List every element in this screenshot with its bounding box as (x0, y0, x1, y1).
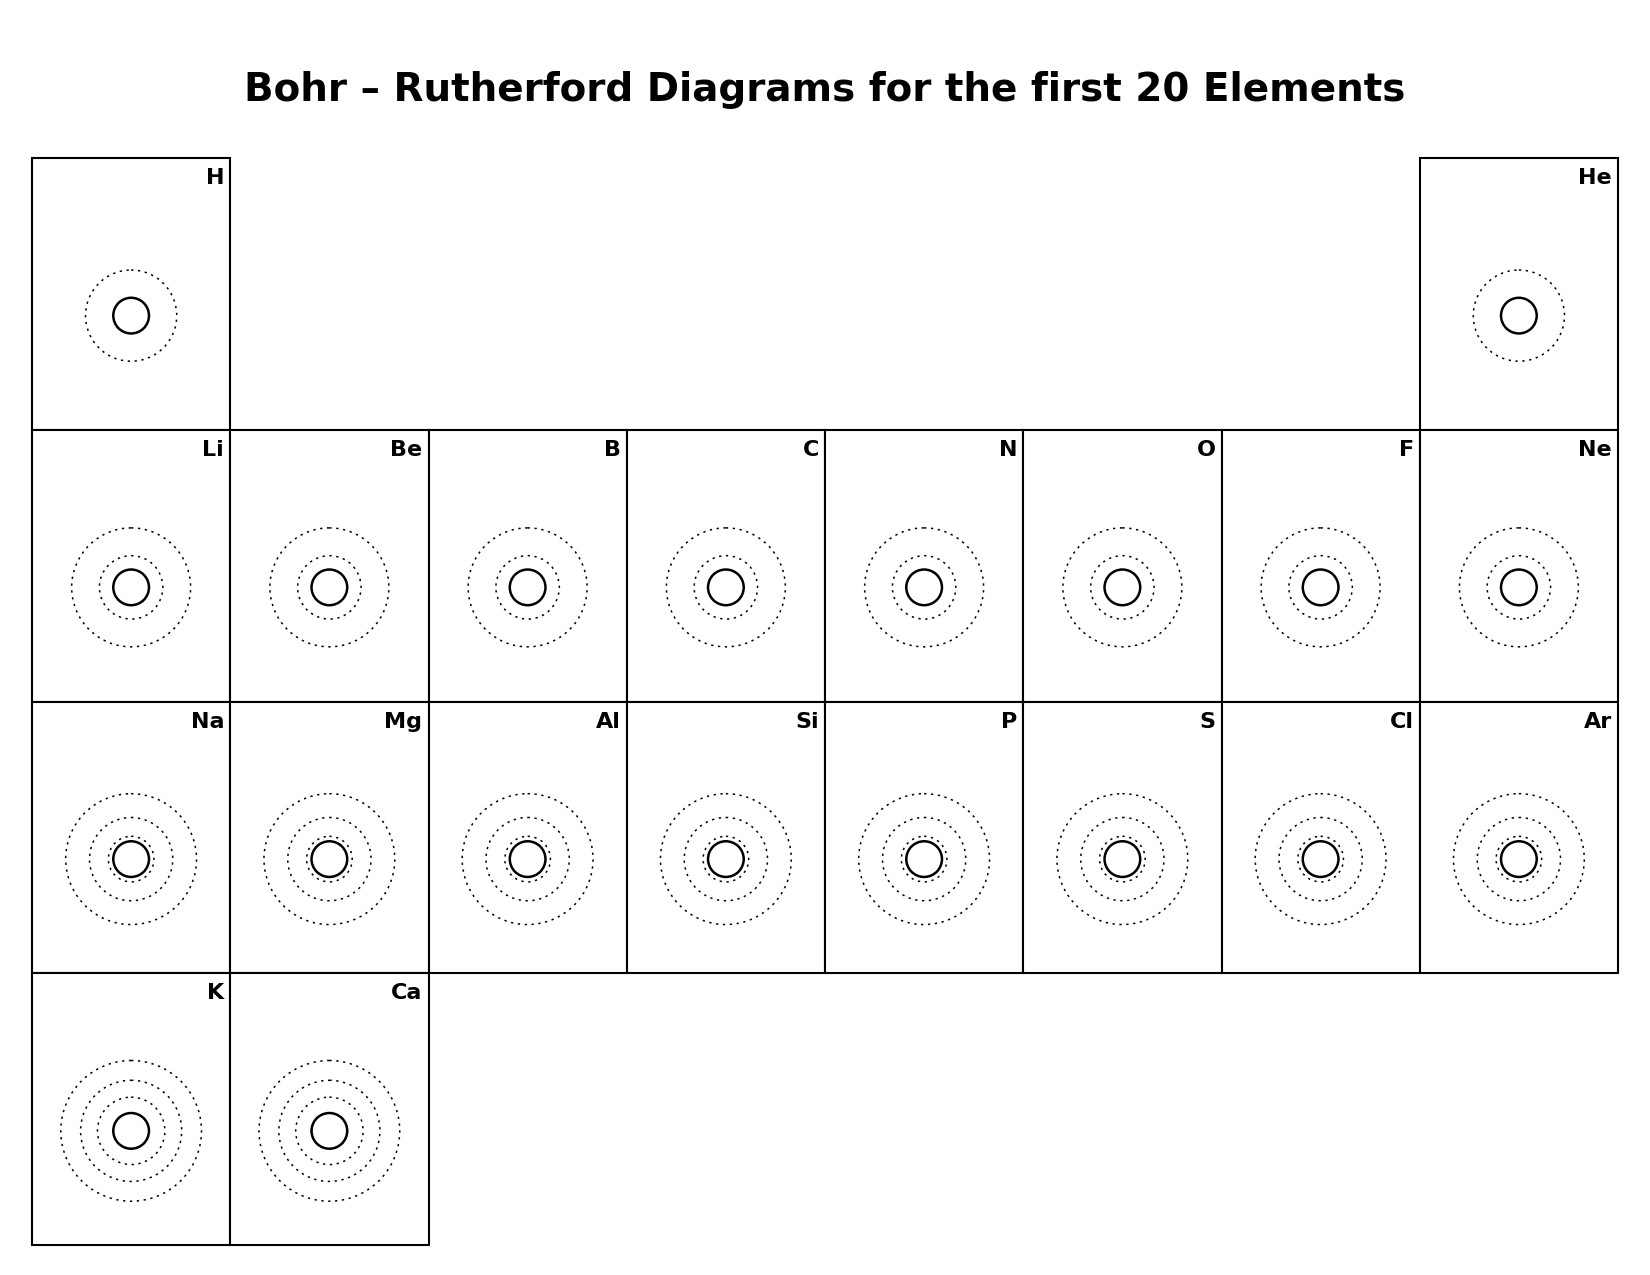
Bar (1419, 158, 1619, 430)
Text: B: B (604, 440, 620, 460)
Text: Bohr – Rutherford Diagrams for the first 20 Elements: Bohr – Rutherford Diagrams for the first… (244, 71, 1406, 108)
Text: H: H (206, 168, 224, 187)
Text: Na: Na (191, 711, 224, 732)
Text: Ar: Ar (1584, 711, 1612, 732)
Bar (627, 701, 825, 973)
Text: Si: Si (795, 711, 818, 732)
Bar (231, 430, 429, 701)
Text: F: F (1399, 440, 1414, 460)
Text: N: N (998, 440, 1018, 460)
Text: K: K (208, 983, 224, 1003)
Bar (31, 158, 231, 430)
Bar (1419, 430, 1619, 701)
Text: Be: Be (391, 440, 422, 460)
Bar (429, 430, 627, 701)
Text: Mg: Mg (384, 711, 422, 732)
Text: Ca: Ca (391, 983, 422, 1003)
Bar (31, 973, 231, 1244)
Bar (1419, 701, 1619, 973)
Text: O: O (1196, 440, 1216, 460)
Text: Cl: Cl (1389, 711, 1414, 732)
Bar (825, 701, 1023, 973)
Bar (1023, 701, 1221, 973)
Bar (429, 701, 627, 973)
Bar (31, 701, 231, 973)
Text: Ne: Ne (1579, 440, 1612, 460)
Bar (627, 430, 825, 701)
Text: Al: Al (596, 711, 620, 732)
Bar (31, 430, 231, 701)
Bar (1023, 430, 1221, 701)
Text: P: P (1002, 711, 1018, 732)
Bar (1221, 701, 1419, 973)
Text: C: C (802, 440, 818, 460)
Bar (231, 973, 429, 1244)
Text: He: He (1579, 168, 1612, 187)
Bar (231, 701, 429, 973)
Text: Li: Li (203, 440, 224, 460)
Text: S: S (1200, 711, 1216, 732)
Bar (1221, 430, 1419, 701)
Bar (825, 430, 1023, 701)
